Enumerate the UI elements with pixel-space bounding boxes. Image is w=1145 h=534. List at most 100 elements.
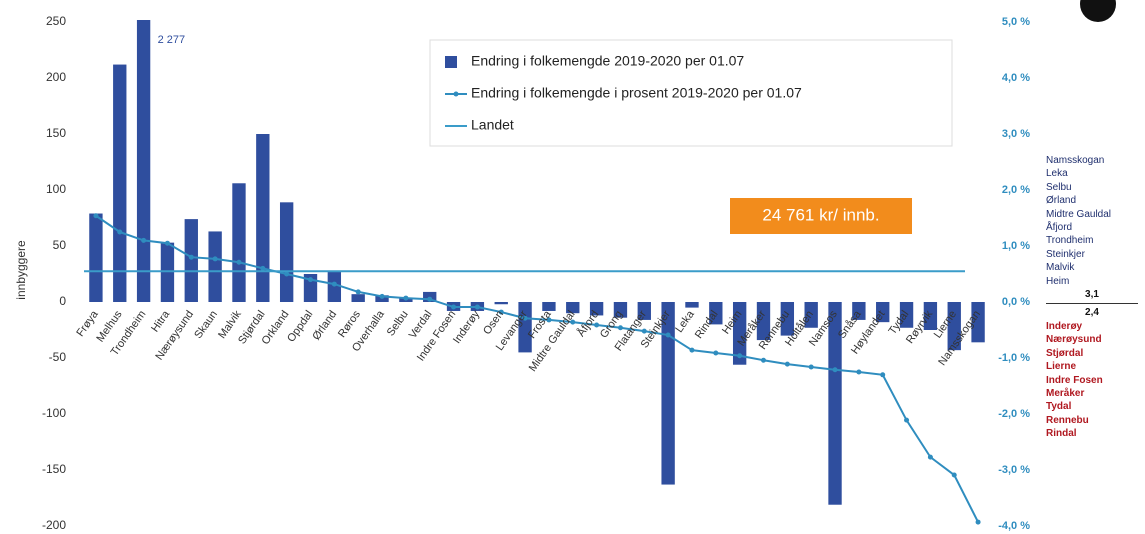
line-marker: [665, 332, 671, 338]
x-tick-label: Ørland: [310, 309, 339, 343]
bar: [542, 302, 556, 311]
line-marker: [951, 472, 957, 478]
bar: [971, 302, 985, 343]
line-marker: [164, 240, 170, 246]
legend-label: Endring i folkemengde 2019-2020 per 01.0…: [471, 53, 744, 69]
bar: [899, 302, 914, 328]
line-marker: [236, 259, 242, 265]
y-tick-label: 250: [46, 14, 66, 28]
annotation-box: [730, 198, 912, 234]
side-list-item: Rennebu: [1046, 414, 1089, 426]
y2-tick-label: 4,0 %: [1002, 72, 1030, 84]
bar: [327, 271, 342, 302]
bar: [637, 302, 651, 320]
bar: [279, 202, 294, 302]
bar: [518, 302, 532, 353]
bar: [613, 302, 628, 318]
line-marker: [713, 350, 719, 356]
x-tick-label: Rindal: [693, 309, 721, 341]
side-list-item: Meråker: [1046, 387, 1085, 399]
line-marker: [546, 317, 552, 323]
bar: [566, 302, 580, 314]
x-tick-label: Leka: [673, 308, 697, 335]
y-tick-label: 200: [46, 70, 66, 84]
y2-tick-label: 5,0 %: [1002, 16, 1030, 28]
legend-label: Landet: [471, 117, 514, 133]
line-marker: [904, 417, 910, 423]
y2-tick-label: 2,0 %: [1002, 184, 1030, 196]
y-tick-label: -100: [42, 406, 66, 420]
line-marker: [927, 454, 933, 460]
bar: [136, 20, 151, 302]
side-list-item: Stjørdal: [1046, 347, 1084, 359]
line-marker: [594, 322, 600, 328]
legend-swatch-marker: [453, 91, 459, 97]
data-label: 2 277: [158, 34, 186, 46]
side-list-item: Inderøy: [1046, 320, 1083, 332]
line-marker: [188, 254, 194, 260]
line-marker: [880, 372, 886, 378]
legend-box: [429, 39, 953, 147]
side-list-value: 2,4: [1085, 307, 1099, 319]
side-list-item: Trondheim: [1046, 235, 1094, 247]
y-tick-label: 100: [46, 182, 66, 196]
line-marker: [641, 328, 647, 334]
bar: [661, 302, 675, 485]
bar: [852, 302, 866, 320]
side-list-item: Rindal: [1046, 428, 1077, 440]
side-list-item: Heim: [1046, 275, 1070, 287]
x-tick-label: Skaun: [192, 309, 220, 341]
y2-tick-label: -1,0 %: [998, 352, 1030, 364]
line-marker: [117, 229, 123, 235]
bar: [876, 302, 890, 323]
side-list-item: Åfjord: [1046, 222, 1073, 234]
bar: [160, 242, 175, 302]
bar: [685, 302, 699, 308]
bar: [923, 302, 938, 330]
line-marker: [856, 369, 862, 375]
y2-tick-label: 0,0 %: [1002, 296, 1030, 308]
bar: [184, 219, 198, 302]
line-marker: [355, 289, 361, 295]
side-list-value: 3,1: [1085, 289, 1099, 301]
bar: [589, 302, 604, 316]
line-marker: [689, 347, 695, 353]
line-marker: [331, 281, 337, 287]
line-marker: [522, 315, 528, 321]
bar: [494, 302, 508, 305]
line-marker: [451, 304, 457, 310]
line: [95, 214, 979, 523]
x-tick-label: Hitra: [149, 308, 173, 335]
side-list-item: Namsskogan: [1046, 155, 1105, 166]
line-marker: [808, 364, 814, 370]
side-list-item: Indre Fosen: [1046, 374, 1103, 386]
divider: [1046, 303, 1138, 305]
y2-tick-label: 3,0 %: [1002, 128, 1030, 140]
side-list-item: Malvik: [1046, 262, 1075, 274]
bar: [351, 294, 365, 302]
line-marker: [141, 237, 147, 243]
y-tick-label: 150: [46, 126, 66, 140]
bar: [256, 134, 270, 302]
x-tick-label: Oppdal: [285, 309, 315, 345]
side-list-item: Midtre Gauldal: [1046, 208, 1112, 220]
y-tick-label: 0: [59, 294, 66, 308]
bar: [709, 302, 723, 325]
side-list: Namsskogan Leka Selbu Ørland Midtre Gauldal Å…: [1046, 154, 1138, 441]
line-marker: [617, 325, 623, 331]
line-marker: [427, 296, 433, 302]
line-marker: [284, 271, 290, 277]
y-tick-label: -150: [42, 462, 66, 476]
bar: [804, 302, 818, 328]
line-marker: [498, 309, 504, 315]
line-marker: [93, 213, 99, 219]
y2-tick-label: -3,0 %: [998, 464, 1030, 476]
bar: [208, 231, 222, 302]
line-marker: [474, 304, 480, 310]
line-marker: [379, 293, 385, 299]
bar: [947, 302, 961, 351]
bar: [780, 302, 795, 336]
line-marker: [761, 357, 766, 363]
bar: [89, 213, 103, 302]
